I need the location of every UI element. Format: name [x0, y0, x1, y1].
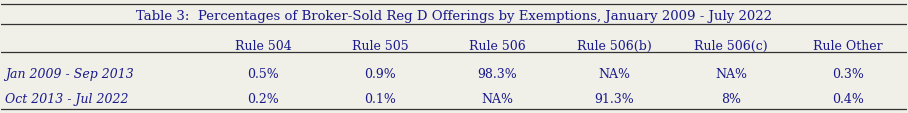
Text: Table 3:  Percentages of Broker-Sold Reg D Offerings by Exemptions, January 2009: Table 3: Percentages of Broker-Sold Reg …	[136, 10, 772, 23]
Text: Rule 504: Rule 504	[235, 40, 291, 53]
Text: Oct 2013 - Jul 2022: Oct 2013 - Jul 2022	[5, 92, 129, 105]
Text: 0.5%: 0.5%	[247, 68, 279, 80]
Text: Rule 506(c): Rule 506(c)	[695, 40, 768, 53]
Text: Rule Other: Rule Other	[814, 40, 883, 53]
Text: 0.4%: 0.4%	[833, 92, 864, 105]
Text: 98.3%: 98.3%	[478, 68, 517, 80]
Text: Jan 2009 - Sep 2013: Jan 2009 - Sep 2013	[5, 68, 134, 80]
Text: 0.9%: 0.9%	[364, 68, 396, 80]
Text: 0.1%: 0.1%	[364, 92, 396, 105]
Text: NA%: NA%	[598, 68, 630, 80]
Text: 0.2%: 0.2%	[247, 92, 279, 105]
Text: 8%: 8%	[721, 92, 741, 105]
Text: Rule 506(b): Rule 506(b)	[577, 40, 652, 53]
Text: Rule 505: Rule 505	[352, 40, 409, 53]
Text: 0.3%: 0.3%	[833, 68, 864, 80]
Text: NA%: NA%	[716, 68, 747, 80]
Text: Rule 506: Rule 506	[469, 40, 526, 53]
Text: 91.3%: 91.3%	[595, 92, 634, 105]
Text: NA%: NA%	[481, 92, 513, 105]
